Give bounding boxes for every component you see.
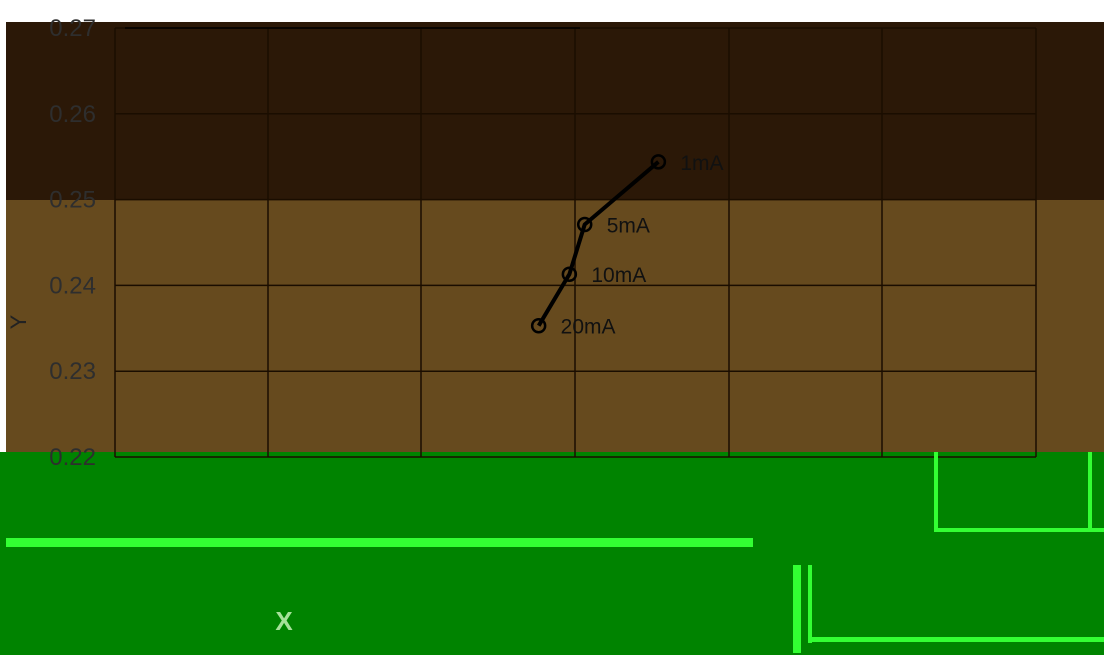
data-labels: 1mA 5mA 10mA 20mA: [561, 152, 724, 339]
green-bar-right-bottom: [934, 528, 1104, 532]
y-tick-label: 0.23: [49, 358, 96, 385]
bottom-color-band: [0, 452, 1104, 655]
green-bar-vertical-left: [793, 565, 801, 653]
data-point-label: 20mA: [561, 316, 616, 339]
y-axis-label: Y: [6, 314, 31, 329]
green-bar-bottom: [808, 637, 1104, 642]
green-bar-vertical-right: [934, 452, 938, 532]
series-line: [536, 160, 660, 327]
data-point-label: 5mA: [607, 214, 650, 237]
y-tick-label: 0.22: [49, 444, 96, 471]
data-points: [530, 154, 667, 334]
data-point-marker: [530, 317, 547, 334]
green-bar-horizontal: [6, 538, 753, 547]
green-bar-vertical-inner: [808, 565, 812, 643]
top-color-band: [6, 22, 1104, 214]
y-tick-label: 0.25: [49, 187, 96, 214]
data-point-marker: [576, 216, 593, 233]
y-tick-label: 0.24: [49, 272, 96, 299]
data-point-marker: [561, 266, 578, 282]
data-point-label: 1mA: [680, 152, 723, 175]
series-lines: [536, 160, 660, 327]
y-tick-label: 0.26: [49, 101, 96, 128]
data-point-label: 10mA: [591, 264, 646, 287]
grid-lines: [20, 4, 1100, 458]
middle-color-band: [6, 200, 1104, 454]
y-tick-labels: 0.27 0.26 0.25 0.24 0.23 0.22: [49, 15, 96, 471]
green-overlay-lines: [6, 452, 1104, 653]
y-tick-label: 0.27: [49, 15, 96, 42]
green-bar-vertical-far-right: [1088, 452, 1092, 532]
figure-top-frame: [20, 4, 1100, 22]
data-point-marker: [650, 154, 667, 170]
x-axis-label: X: [275, 606, 293, 636]
